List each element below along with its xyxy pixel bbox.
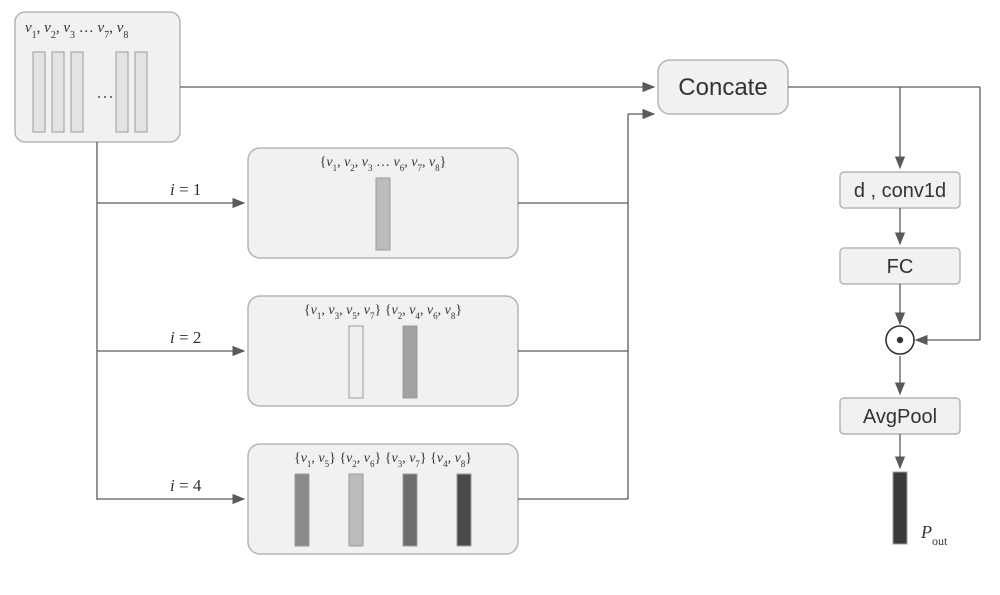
output-bar (893, 472, 907, 544)
input-bar (116, 52, 128, 132)
conv1d-box-label: d , conv1d (854, 180, 946, 202)
fc-box-label: FC (887, 256, 914, 278)
branch-bar (457, 474, 471, 546)
branch-bar (295, 474, 309, 546)
avgpool-box-label: AvgPool (863, 406, 937, 428)
branch-bar (376, 178, 390, 250)
branch-bar (403, 326, 417, 398)
branch-bar (349, 326, 363, 398)
edge-label-3: i = 4 (170, 476, 202, 495)
concate-label: Concate (678, 74, 767, 101)
branch-bar (403, 474, 417, 546)
branch-bar (349, 474, 363, 546)
input-bar (71, 52, 83, 132)
input-bar (52, 52, 64, 132)
svg-text:…: … (96, 82, 114, 102)
svg-text:Pout: Pout (920, 522, 948, 548)
edge-label-1: i = 1 (170, 180, 201, 199)
diagram-root: v1, v2, v3 … v7, v8…{v1, v2, v3 … v6, v7… (0, 0, 1000, 595)
input-bar (135, 52, 147, 132)
edge-label-2: i = 2 (170, 328, 201, 347)
input-bar (33, 52, 45, 132)
